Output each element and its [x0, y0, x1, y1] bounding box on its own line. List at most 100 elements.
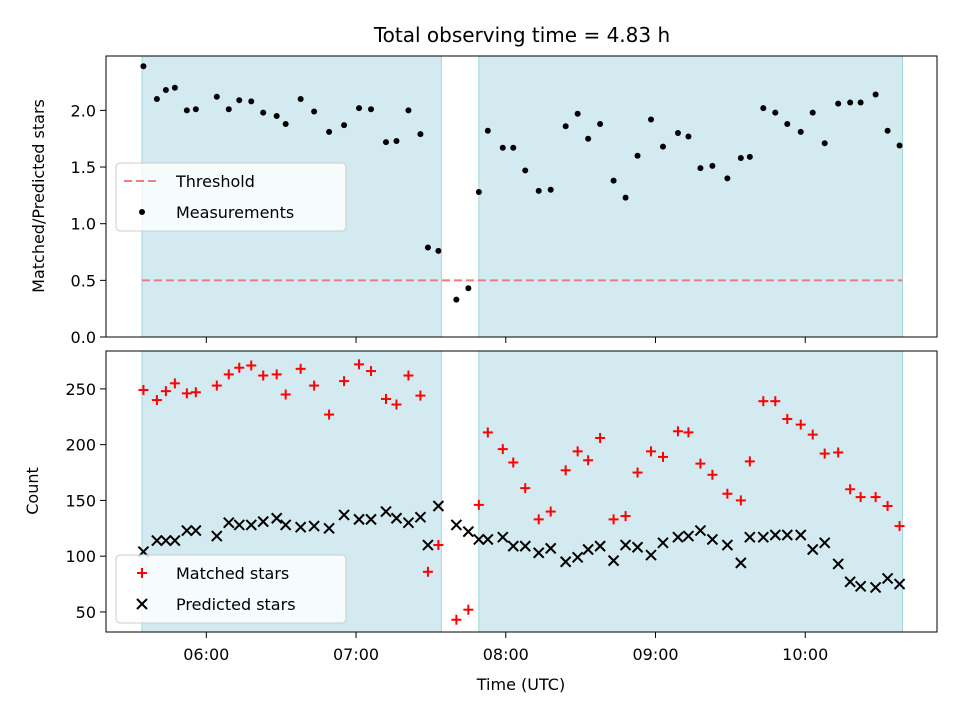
y-tick-label-2: 1.0: [71, 215, 96, 234]
predicted-star-point: [211, 530, 223, 542]
matched-star-point: [560, 465, 571, 476]
measurement-point: [821, 140, 828, 147]
matched-star-point: [309, 380, 320, 391]
predicted-star-point: [735, 557, 747, 569]
measurement-point: [236, 97, 243, 104]
measurement-point: [453, 296, 460, 303]
matched-star-point: [608, 514, 619, 525]
measurement-point: [724, 175, 731, 182]
matched-star-point: [339, 376, 350, 387]
matched-star-point: [258, 370, 269, 381]
x-tick-label-4: 10:00: [782, 645, 828, 664]
predicted-star-point: [257, 515, 269, 528]
measurement-point: [659, 143, 666, 150]
predicted-star-point: [645, 549, 657, 561]
matched-star-point: [246, 360, 257, 371]
measurement-point: [484, 127, 491, 134]
bottom-panel-frame: [105, 350, 938, 633]
y-tick-label-1: 0.5: [71, 271, 96, 290]
y-tick-label-0: 0.0: [71, 328, 96, 347]
matched-star-point: [463, 604, 474, 615]
predicted-star-point: [881, 572, 894, 585]
legend-label-1: Measurements: [176, 203, 294, 222]
predicted-star-point: [744, 531, 756, 543]
measurement-point: [562, 123, 569, 130]
matched-star-point: [271, 369, 282, 380]
matched-star-point: [380, 393, 391, 404]
measurement-point: [634, 152, 641, 159]
measurement-point: [574, 110, 581, 117]
predicted-star-point: [245, 519, 257, 531]
matched-star-point: [707, 469, 718, 480]
matched-star-point: [782, 414, 793, 425]
legend-predicted-swatch: [136, 598, 148, 610]
predicted-star-point: [402, 517, 415, 529]
matched-star-point: [870, 492, 881, 503]
predicted-star-point: [233, 519, 245, 531]
predicted-star-point: [380, 505, 392, 518]
predicted-star-point: [323, 522, 335, 535]
matched-star-point: [520, 483, 531, 494]
x-axis-label: Time (UTC): [476, 675, 565, 694]
matched-star-point: [819, 448, 830, 459]
measurement-point: [213, 93, 220, 100]
matched-star-point: [695, 458, 706, 469]
top-panel: 0.00.51.01.52.0 Matched/Predicted stars …: [29, 55, 938, 347]
matched-star-point: [646, 446, 657, 457]
predicted-star-point: [607, 554, 620, 567]
measurement-point: [697, 165, 704, 172]
predicted-star-point: [279, 519, 292, 531]
measurement-point: [896, 142, 903, 149]
measurement-point: [809, 109, 816, 116]
predicted-star-point: [619, 539, 632, 551]
measurement-point: [382, 139, 389, 146]
measurement-point: [417, 131, 424, 138]
x-tick-label-3: 09:00: [632, 645, 678, 664]
measurement-point: [225, 106, 232, 113]
bottom-y-axis-label: Count: [23, 467, 42, 515]
predicted-star-point: [482, 533, 494, 546]
x-tick-label-2: 08:00: [483, 645, 529, 664]
measurement-point: [847, 99, 854, 106]
measurement-point: [405, 107, 412, 114]
y-tick-label-4: 250: [65, 380, 96, 399]
measurement-point: [297, 96, 304, 103]
predicted-star-point: [706, 533, 719, 546]
predicted-star-point: [807, 543, 819, 556]
predicted-star-point: [160, 534, 172, 547]
matched-star-point: [657, 451, 668, 462]
predicted-star-point: [169, 534, 181, 547]
matched-star-point: [403, 370, 414, 381]
predicted-star-point: [694, 524, 707, 537]
matched-star-point: [280, 389, 291, 400]
measurement-point: [857, 99, 864, 106]
legend-label-0: Matched stars: [176, 564, 289, 583]
matched-star-point: [391, 399, 402, 410]
predicted-star-point: [223, 517, 235, 529]
measurement-point: [368, 106, 375, 113]
predicted-star-point: [594, 540, 606, 552]
matched-star-point: [422, 566, 433, 577]
predicted-star-point: [365, 513, 377, 526]
predicted-star-point: [507, 540, 519, 552]
matched-star-point: [758, 396, 769, 407]
predicted-star-point: [544, 542, 557, 555]
matched-star-point: [882, 500, 893, 511]
matched-star-point: [683, 427, 694, 438]
predicted-star-point: [672, 531, 684, 543]
matched-star-point: [672, 426, 683, 437]
matched-star-point: [169, 378, 180, 389]
matched-star-point: [855, 492, 866, 503]
measurement-point: [674, 130, 681, 137]
x-tick-label-1: 07:00: [333, 645, 379, 664]
measurement-point: [510, 144, 517, 151]
measurement-point: [737, 154, 744, 161]
matched-star-point: [190, 387, 201, 398]
observing-window-1: [478, 350, 904, 633]
measurement-point: [282, 120, 289, 127]
matched-star-point: [211, 380, 222, 391]
y-tick-label-4: 2.0: [71, 101, 96, 120]
matched-star-point: [744, 456, 755, 467]
predicted-star-point: [682, 530, 695, 542]
measurement-point: [465, 285, 472, 292]
